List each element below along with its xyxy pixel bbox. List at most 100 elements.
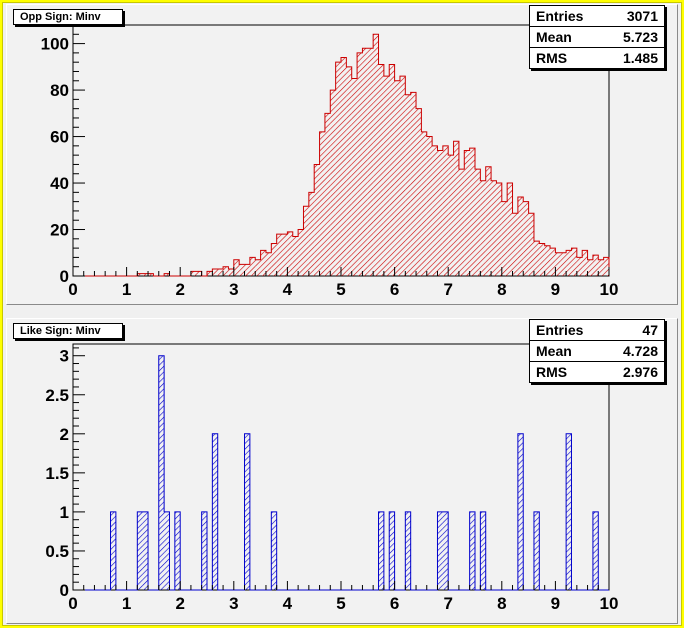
histogram-bar (303, 206, 309, 276)
histogram-bar (598, 259, 604, 276)
histogram-bar (442, 511, 449, 590)
histogram-bar (190, 271, 197, 276)
y-tick-label: 0 (60, 581, 69, 600)
x-tick-label: 2 (175, 280, 184, 299)
histogram-bar (142, 273, 149, 276)
histogram-bar (421, 131, 427, 276)
histogram-bar (212, 269, 218, 276)
stats-entries-label: Entries (536, 8, 584, 24)
histogram-bar (357, 52, 363, 277)
histogram-bar (233, 259, 240, 276)
histogram-bar (491, 180, 497, 276)
histogram-bar (249, 257, 256, 276)
stats-box: Entries 3071 Mean 5.723 RMS 1.485 (529, 5, 665, 69)
y-tick-label: 2.5 (45, 386, 69, 405)
y-tick-label: 100 (41, 35, 69, 54)
x-tick-label: 7 (443, 280, 452, 299)
stats-mean-row: Mean 5.723 (530, 27, 664, 48)
histogram-bar (496, 183, 502, 276)
histogram-bar (265, 252, 272, 276)
histogram-bar (351, 78, 358, 276)
histogram-bar (308, 192, 315, 276)
stats-mean-label: Mean (536, 29, 572, 45)
histogram-bar (566, 250, 572, 276)
stats-mean-value: 4.728 (622, 343, 658, 359)
histogram-bar (196, 271, 202, 276)
stats-entries-row: Entries 3071 (530, 6, 664, 27)
histogram-bar (378, 511, 384, 590)
histogram-bar (287, 231, 293, 276)
x-tick-label: 4 (283, 594, 293, 613)
histogram-bar (110, 511, 116, 590)
x-tick-label: 8 (497, 594, 506, 613)
histogram-bar (555, 252, 561, 276)
histogram-bar (137, 511, 143, 590)
x-tick-label: 6 (390, 280, 399, 299)
y-tick-label: 2 (60, 425, 69, 444)
y-tick-label: 1 (60, 503, 69, 522)
stats-entries-row: Entries 47 (530, 320, 664, 341)
stats-rms-row: RMS 1.485 (530, 48, 664, 68)
histogram-bar (228, 269, 234, 276)
x-tick-label: 0 (68, 594, 77, 613)
histogram-bar (528, 213, 534, 276)
y-tick-label: 80 (50, 81, 69, 100)
histogram-bar (480, 511, 486, 590)
histogram-bar (378, 64, 384, 276)
histogram-bar (394, 80, 400, 277)
histogram-bar (485, 166, 492, 276)
histogram-bar (480, 180, 486, 276)
histogram-bar (416, 108, 422, 277)
stats-entries-value: 3071 (626, 8, 658, 24)
x-tick-label: 4 (283, 280, 293, 299)
stats-rms-label: RMS (536, 364, 568, 380)
histogram-bar (271, 511, 277, 590)
histogram-bar (587, 259, 593, 276)
stats-mean-label: Mean (536, 343, 572, 359)
x-tick-label: 8 (497, 280, 506, 299)
stats-rms-value: 2.976 (622, 364, 658, 380)
stats-rms-label: RMS (536, 50, 568, 66)
y-tick-label: 60 (50, 128, 69, 147)
histogram-bar (324, 113, 331, 276)
histogram-bar (164, 273, 170, 276)
histogram-bar (298, 229, 304, 276)
histogram-bar (501, 201, 508, 276)
histogram-bar (389, 511, 395, 590)
histogram-bar (533, 511, 540, 590)
stats-mean-value: 5.723 (622, 29, 658, 45)
histogram-bar (373, 34, 379, 276)
histogram-bar (517, 196, 524, 276)
histogram-bar (582, 250, 588, 276)
histogram-bar (346, 66, 352, 276)
histogram-bar (448, 155, 454, 276)
histogram-bar (550, 248, 556, 276)
histogram-bar (453, 141, 459, 276)
stats-box: Entries 47 Mean 4.728 RMS 2.976 (529, 319, 665, 383)
histogram-bar (437, 150, 443, 276)
histogram-bar (212, 433, 218, 590)
histogram-bar (539, 243, 545, 276)
x-tick-label: 3 (229, 594, 238, 613)
x-tick-label: 3 (229, 280, 238, 299)
y-tick-label: 1.5 (45, 464, 69, 483)
stats-rms-value: 1.485 (622, 50, 658, 66)
histogram-bar (217, 269, 224, 276)
histogram-bar (523, 201, 529, 276)
y-tick-label: 40 (50, 174, 69, 193)
histogram-bar (330, 90, 336, 277)
x-tick-label: 1 (122, 280, 131, 299)
histogram-bar (603, 257, 609, 276)
histogram-title: Opp Sign: Minv (13, 9, 123, 25)
stats-mean-row: Mean 4.728 (530, 341, 664, 362)
histogram-bar (566, 433, 572, 590)
x-tick-label: 2 (175, 594, 184, 613)
x-tick-label: 6 (390, 594, 399, 613)
histogram-bar (314, 164, 320, 276)
histogram-bar (383, 76, 390, 276)
histogram-bar (367, 48, 374, 277)
histogram-bar (469, 148, 475, 276)
histogram-bar (571, 248, 577, 276)
histogram-bar (174, 511, 181, 590)
